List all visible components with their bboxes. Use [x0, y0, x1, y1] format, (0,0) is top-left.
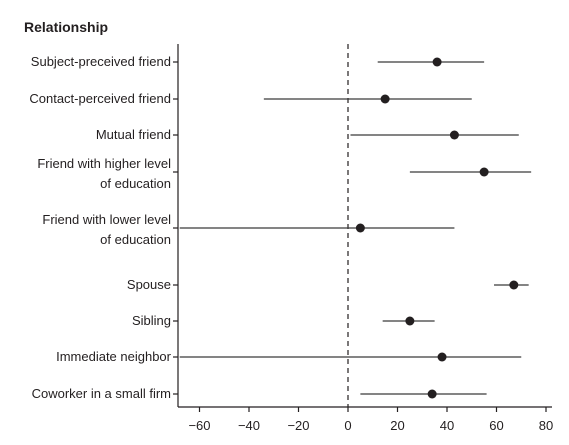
category-label: of education [100, 176, 171, 191]
x-tick-label: 40 [440, 418, 454, 433]
point-estimate [427, 389, 437, 399]
data-row: Spouse [127, 277, 529, 292]
category-label: Friend with higher level [37, 156, 171, 171]
data-row: Subject-preceived friend [31, 54, 485, 69]
category-label: Coworker in a small firm [32, 386, 171, 401]
x-tick-label: 60 [489, 418, 503, 433]
category-label: of education [100, 232, 171, 247]
category-label: Sibling [132, 313, 171, 328]
axes: −60 −40 −20 0 20 40 60 80 [177, 44, 553, 433]
category-label: Immediate neighbor [56, 349, 172, 364]
category-label: Mutual friend [96, 127, 171, 142]
category-label: Subject-preceived friend [31, 54, 171, 69]
data-row: Immediate neighbor [56, 349, 522, 364]
x-tick-label: 20 [390, 418, 404, 433]
x-tick-label: 0 [344, 418, 351, 433]
data-row: Mutual friend [96, 127, 519, 142]
data-row: Sibling [132, 313, 435, 328]
point-estimate [479, 167, 489, 177]
data-row: Contact-perceived friend [29, 91, 472, 106]
point-estimate [355, 223, 365, 233]
point-estimate [405, 316, 415, 326]
data-rows: Subject-preceived friend Contact-perceive… [29, 54, 532, 401]
point-estimate [432, 57, 442, 67]
chart-title: Relationship [24, 19, 108, 35]
x-tick-label: 80 [539, 418, 553, 433]
data-row: Friend with higher level of education [37, 156, 532, 191]
x-tick-label: −40 [238, 418, 260, 433]
x-tick-label: −20 [287, 418, 309, 433]
point-estimate [509, 280, 519, 290]
category-label: Friend with lower level [42, 212, 171, 227]
point-estimate [380, 94, 390, 104]
point-estimate [437, 352, 447, 362]
point-estimate [449, 130, 459, 140]
data-row: Friend with lower level of education [42, 212, 455, 247]
data-row: Coworker in a small firm [32, 386, 487, 401]
category-label: Spouse [127, 277, 171, 292]
x-tick-label: −60 [188, 418, 210, 433]
category-label: Contact-perceived friend [29, 91, 171, 106]
